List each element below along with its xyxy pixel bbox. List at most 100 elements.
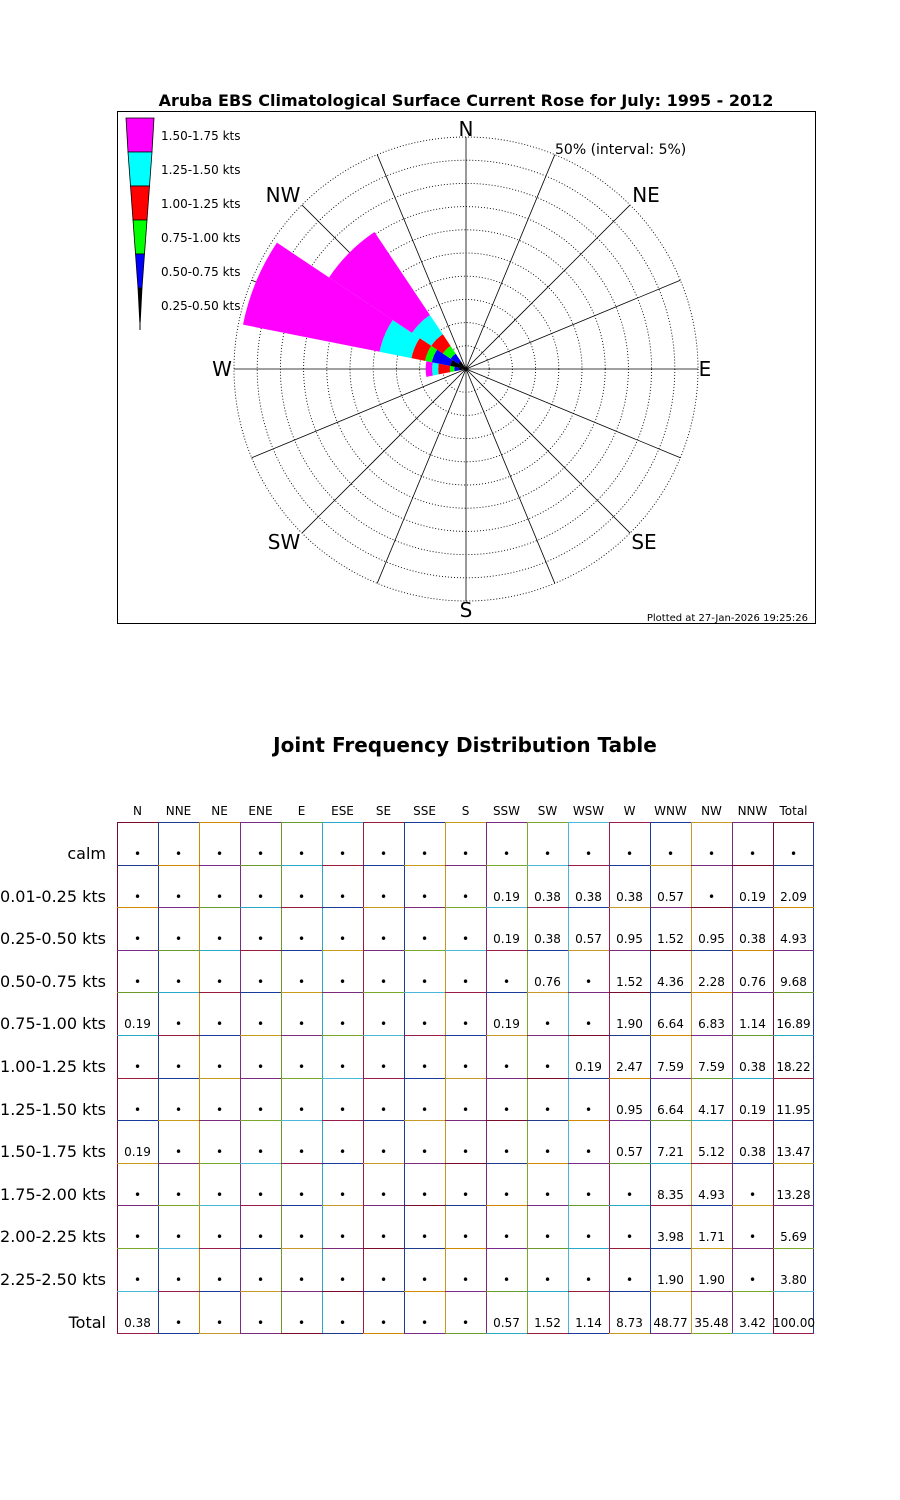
petal-segment — [442, 345, 456, 359]
row-rule — [691, 1077, 732, 1079]
table-cell: • — [461, 1273, 470, 1287]
row-rule — [158, 1077, 199, 1079]
row-rule — [363, 864, 404, 866]
table-cell: • — [256, 1315, 265, 1330]
table-cell: • — [379, 1187, 388, 1202]
table-cell: 1.52 — [616, 974, 643, 989]
row-rule — [486, 1120, 527, 1122]
table-cell: • — [461, 1102, 470, 1117]
table-cell: • — [461, 1315, 470, 1330]
table-cell: • — [502, 1230, 511, 1245]
row-rule — [609, 1248, 650, 1249]
row-label: 0.75-1.00 kts — [0, 1014, 106, 1034]
table-cell: 0.38 — [124, 1315, 151, 1330]
table-cell: 1.71 — [698, 1230, 725, 1245]
row-rule — [527, 1290, 568, 1292]
direction-spoke — [376, 368, 467, 584]
table-cell: 4.17 — [698, 1102, 725, 1117]
row-rule — [404, 864, 445, 866]
petal-segment — [411, 338, 432, 361]
direction-spoke — [251, 368, 467, 459]
table-cell: • — [174, 1145, 183, 1160]
table-cell: • — [338, 932, 347, 947]
row-rule — [199, 949, 240, 951]
table-cell: 0.19 — [124, 1017, 151, 1032]
column-header: SW — [537, 804, 558, 818]
table-cell: • — [461, 847, 470, 861]
table-cell: • — [584, 1273, 593, 1287]
row-rule — [609, 992, 650, 994]
row-rule — [117, 907, 158, 909]
row-rule — [732, 1120, 773, 1122]
row-rule — [404, 1120, 445, 1122]
row-rule — [650, 1290, 691, 1292]
row-rule — [568, 822, 609, 823]
table-cell: • — [215, 1017, 224, 1032]
table-cell: • — [461, 1145, 470, 1160]
row-rule — [445, 1248, 486, 1249]
table-cell: 0.38 — [575, 889, 602, 904]
table-cell: • — [256, 1060, 265, 1074]
row-rule — [404, 949, 445, 951]
table-cell: • — [584, 1145, 593, 1160]
row-rule — [527, 1333, 568, 1335]
row-rule — [117, 949, 158, 951]
row-rule — [527, 907, 568, 909]
table-cell: • — [338, 974, 347, 989]
row-rule — [240, 1162, 281, 1164]
table-cell: • — [256, 847, 265, 861]
petal-segment — [432, 362, 439, 376]
column-header: NW — [701, 804, 722, 818]
row-rule — [199, 907, 240, 909]
row-rule — [568, 1162, 609, 1164]
row-rule — [527, 1077, 568, 1079]
table-cell: • — [748, 1187, 757, 1202]
row-rule — [732, 992, 773, 994]
table-cell: • — [420, 847, 429, 861]
table-cell: • — [420, 1017, 429, 1032]
row-rule — [404, 1162, 445, 1164]
table-cell: • — [584, 974, 593, 989]
row-rule — [773, 907, 814, 909]
row-rule — [691, 822, 732, 823]
row-rule — [158, 949, 199, 951]
row-rule — [527, 1205, 568, 1207]
table-cell: • — [379, 1273, 388, 1287]
table-cell: 0.95 — [616, 1102, 643, 1117]
table-cell: • — [379, 1102, 388, 1117]
row-rule — [732, 822, 773, 823]
table-cell: • — [174, 1102, 183, 1117]
row-rule — [117, 1162, 158, 1164]
table-cell: • — [338, 1315, 347, 1330]
row-rule — [773, 1120, 814, 1122]
table-cell: 1.14 — [739, 1017, 766, 1032]
table-cell: 2.47 — [616, 1060, 643, 1074]
row-rule — [363, 1035, 404, 1036]
direction-labels: N NE E SE S SW W NW — [212, 117, 711, 622]
table-cell: • — [461, 1187, 470, 1202]
table-cell: 0.57 — [493, 1315, 520, 1330]
table-cell: • — [133, 889, 142, 904]
row-rule — [609, 864, 650, 866]
row-rule — [322, 949, 363, 951]
row-rule — [322, 822, 363, 823]
table-cell: • — [256, 932, 265, 947]
row-rule — [486, 1162, 527, 1164]
table-cell: 0.76 — [534, 974, 561, 989]
table-cell: 0.19 — [493, 889, 520, 904]
row-rule — [691, 1120, 732, 1122]
rose-title: Aruba EBS Climatological Surface Current… — [159, 91, 774, 110]
plotted-at-note: Plotted at 27-Jan-2026 19:25:26 — [647, 613, 808, 624]
row-rule — [445, 1205, 486, 1207]
row-rule — [404, 1035, 445, 1036]
table-cell: 0.57 — [616, 1145, 643, 1160]
table-cell: • — [379, 1315, 388, 1330]
table-cell: • — [461, 889, 470, 904]
speed-legend: 1.50-1.75 kts 1.25-1.50 kts 1.00-1.25 kts 0… — [125, 117, 241, 330]
table-cell: • — [133, 1273, 142, 1287]
column-header: NNE — [165, 804, 192, 818]
row-rule — [199, 822, 240, 823]
row-rule — [199, 1205, 240, 1207]
table-cell: • — [174, 932, 183, 947]
petal-segment — [438, 363, 451, 375]
